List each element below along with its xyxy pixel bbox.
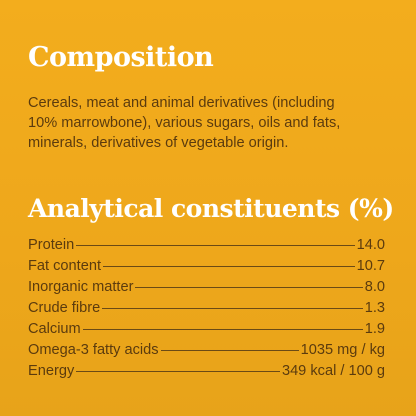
leader-line <box>160 350 299 351</box>
constituent-row: Energy 349 kcal / 100 g <box>28 363 385 384</box>
constituent-value: 14.0 <box>356 237 385 253</box>
composition-text: Cereals, meat and animal derivatives (in… <box>28 93 340 153</box>
constituent-value: 1.9 <box>364 321 385 337</box>
constituent-row: Inorganic matter 8.0 <box>28 279 385 300</box>
text-line: minerals, derivatives of vegetable origi… <box>28 135 289 151</box>
section-title: Composition <box>28 42 214 73</box>
constituent-name: Omega-3 fatty acids <box>28 342 159 358</box>
text-line: Cereals, meat and animal derivatives (in… <box>28 95 335 111</box>
constituent-name: Calcium <box>28 321 81 337</box>
constituent-name: Inorganic matter <box>28 279 134 295</box>
constituent-value: 1.3 <box>364 300 385 316</box>
constituent-name: Protein <box>28 237 75 253</box>
leader-line <box>102 308 363 309</box>
constituent-name: Fat content <box>28 258 102 274</box>
leader-line <box>82 329 363 330</box>
constituent-row: Calcium 1.9 <box>28 321 385 342</box>
leader-line <box>76 245 355 246</box>
constituent-value: 349 kcal / 100 g <box>281 363 385 379</box>
constituents-list: Protein 14.0 Fat content 10.7 Inorganic matt… <box>28 237 385 384</box>
constituent-value: 10.7 <box>356 258 385 274</box>
section-title: Analytical constituents (%) <box>28 194 394 223</box>
leader-line <box>135 287 363 288</box>
constituent-row: Fat content 10.7 <box>28 258 385 279</box>
constituent-name: Crude fibre <box>28 300 101 316</box>
constituent-row: Crude fibre 1.3 <box>28 300 385 321</box>
constituent-name: Energy <box>28 363 75 379</box>
text-line: 10% marrowbone), various sugars, oils an… <box>28 115 341 131</box>
constituent-row: Omega-3 fatty acids 1035 mg / kg <box>28 342 385 363</box>
constituent-row: Protein 14.0 <box>28 237 385 258</box>
leader-line <box>103 266 355 267</box>
constituent-value: 1035 mg / kg <box>300 342 385 358</box>
leader-line <box>76 371 280 372</box>
constituent-value: 8.0 <box>364 279 385 295</box>
